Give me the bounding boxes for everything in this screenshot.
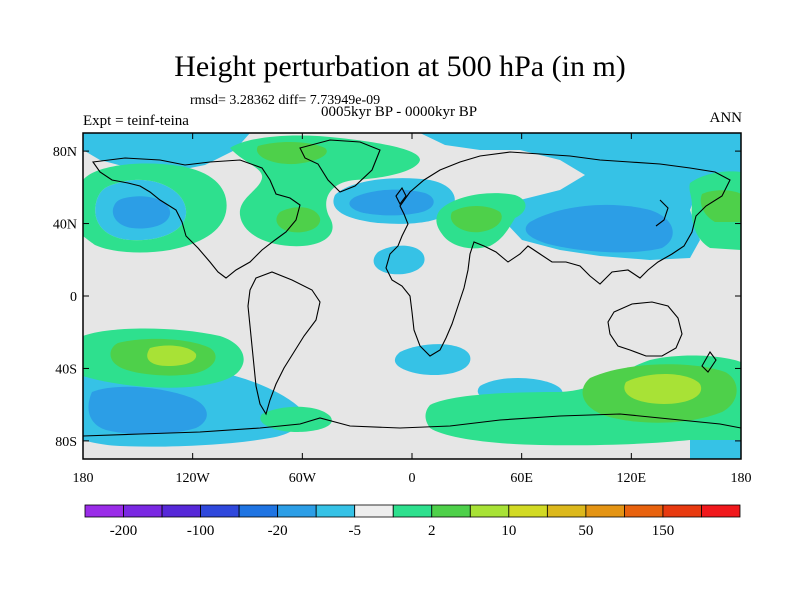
colorbar-swatch — [84, 504, 124, 518]
north-pacific-east-positive-core — [700, 190, 741, 222]
colorbar: -200 -100 -20 -5 2 10 50 150 — [84, 504, 741, 539]
colorbar-swatch — [161, 504, 201, 518]
southern-indian-ocean-positive-peak — [624, 373, 702, 404]
lon-tick-label: 0 — [409, 471, 416, 486]
middle-east-positive-core — [450, 206, 502, 233]
coastlines — [83, 139, 741, 437]
lon-tick-label: 60E — [510, 471, 533, 486]
colorbar-swatch — [238, 504, 279, 518]
south-atlantic-negative-patch — [394, 344, 471, 376]
greenland-coastline — [299, 139, 381, 193]
south-pacific-positive-peak — [147, 345, 197, 366]
colorbar-label: 50 — [578, 523, 593, 539]
colorbar-swatch — [123, 504, 163, 518]
north-atlantic-negative-core — [349, 189, 434, 216]
new-zealand-coastline — [701, 351, 717, 373]
north-america-coastline — [92, 157, 301, 279]
antarctic-negative-patch — [690, 434, 741, 459]
north-pacific-negative-core — [112, 196, 171, 229]
lon-tick-label: 60W — [289, 471, 317, 486]
colorbar-swatch — [508, 504, 548, 518]
greenland-positive-core — [256, 142, 327, 165]
colorbar-label: 2 — [428, 523, 436, 539]
north-pacific-positive-ring — [83, 163, 227, 253]
lat-tick-label: 40N — [53, 218, 77, 233]
experiment-label: Expt = teinf-teina — [83, 113, 189, 129]
australia-coastline — [607, 301, 683, 357]
colorbar-label: -20 — [268, 523, 288, 539]
lat-tick-label: 0 — [70, 290, 77, 305]
colorbar-label: -5 — [348, 523, 361, 539]
season-label: ANN — [709, 110, 743, 126]
south-pacific-negative-core — [88, 386, 207, 435]
colorbar-label: 10 — [501, 523, 516, 539]
time-period-label: 0005kyr BP - 0000kyr BP — [321, 104, 478, 120]
colorbar-label: 150 — [652, 523, 675, 539]
lon-tick-label: 120W — [176, 471, 211, 486]
colorbar-swatch — [431, 504, 471, 518]
east-asia-negative-core — [525, 204, 673, 253]
lat-tick-label: 40S — [55, 362, 77, 377]
colorbar-swatch — [277, 504, 317, 518]
japan-coastline — [655, 199, 669, 227]
colorbar-label: -200 — [110, 523, 138, 539]
colorbar-label: -100 — [187, 523, 215, 539]
eurasia-africa-coastline — [385, 151, 731, 357]
latitude-axis: 80N 40N 0 40S 80S — [53, 145, 741, 450]
height-field — [83, 133, 741, 459]
south-america-coastline — [247, 271, 321, 416]
rmsd-diff-stats: rmsd= 3.28362 diff= 7.73949e-09 — [190, 93, 381, 108]
colorbar-swatch — [200, 504, 240, 518]
colorbar-swatch — [546, 504, 587, 518]
lat-tick-label: 80N — [53, 145, 77, 160]
colorbar-swatch — [585, 504, 625, 518]
colorbar-swatch — [624, 504, 664, 518]
longitude-axis: 180 120W 60W 0 60E 120E 180 — [73, 133, 752, 486]
colorbar-swatch — [354, 504, 394, 518]
colorbar-swatch — [469, 504, 510, 518]
lon-tick-label: 180 — [73, 471, 94, 486]
colorbar-swatch — [701, 504, 741, 518]
antarctica-coastline — [83, 413, 741, 437]
map-title: Height perturbation at 500 hPa (in m) — [174, 50, 626, 83]
lon-tick-label: 120E — [617, 471, 647, 486]
colorbar-swatch — [662, 504, 702, 518]
lon-tick-label: 180 — [731, 471, 752, 486]
lat-tick-label: 80S — [55, 435, 77, 450]
hudson-positive-core — [276, 207, 321, 233]
colorbar-swatch — [392, 504, 433, 518]
british-isles-coastline — [395, 186, 407, 206]
colorbar-swatch — [315, 504, 356, 518]
